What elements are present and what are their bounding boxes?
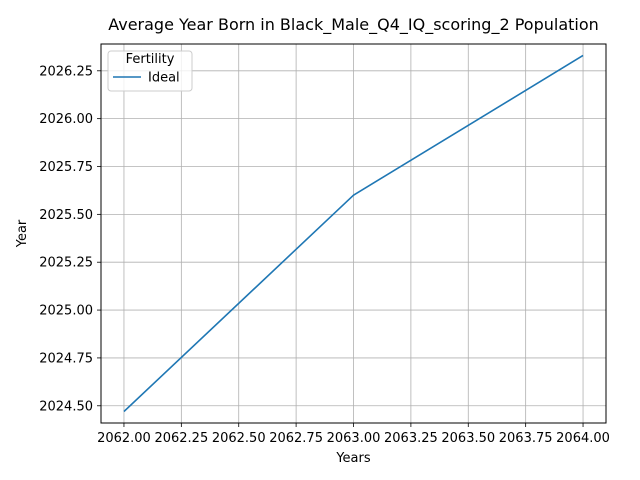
y-tick-label: 2025.25 [39,256,93,271]
x-tick-label: 2062.75 [269,431,323,446]
y-tick-label: 2025.00 [39,304,93,319]
x-tick-label: 2063.25 [384,431,438,446]
chart-title: Average Year Born in Black_Male_Q4_IQ_sc… [108,15,599,35]
x-axis-label: Years [335,451,371,466]
legend: Fertility Ideal [107,50,193,92]
series-line-ideal [123,54,584,413]
y-tick-label: 2024.75 [39,351,93,366]
x-tick-label: 2062.00 [97,431,151,446]
y-axis-label: Year [15,219,30,248]
x-tick-label: 2063.00 [327,431,381,446]
y-tick-label: 2024.50 [39,399,93,414]
legend-title: Fertility [126,52,175,67]
y-tick-label: 2025.75 [39,160,93,175]
grid-lines [101,44,606,423]
y-axis: 2024.50 2024.75 2025.00 2025.25 2025.50 2025.… [39,64,101,414]
x-tick-label: 2063.75 [499,431,553,446]
x-tick-label: 2062.50 [212,431,266,446]
y-tick-label: 2025.50 [39,208,93,223]
x-tick-label: 2063.50 [441,431,495,446]
x-tick-label: 2062.25 [154,431,208,446]
x-tick-label: 2064.00 [556,431,610,446]
y-tick-label: 2026.00 [39,112,93,127]
series-layer [123,54,584,413]
legend-entry-label: Ideal [148,71,180,86]
y-tick-label: 2026.25 [39,64,93,79]
x-axis: 2062.00 2062.25 2062.50 2062.75 2063.00 2063.… [97,423,610,446]
legend-box [107,50,193,92]
